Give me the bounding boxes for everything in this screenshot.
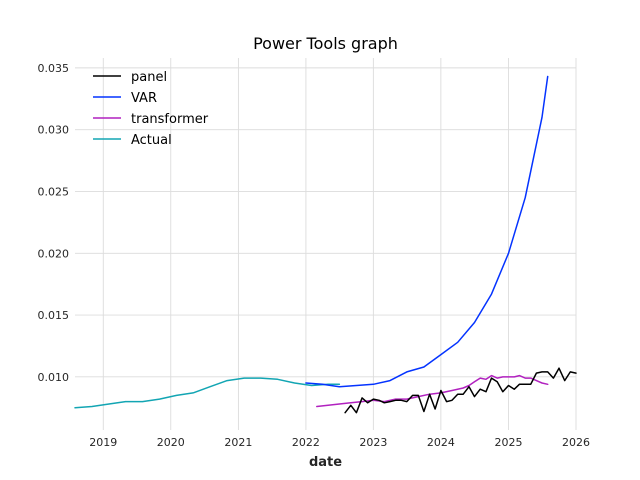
x-axis-label: date [309,455,342,470]
y-tick-label: 0.010 [38,371,70,384]
y-tick-label: 0.025 [38,185,70,198]
x-tick-label: 2022 [292,436,320,449]
y-tick-label: 0.020 [38,247,70,260]
axis-ticks: 2019 2020 2021 2022 2023 2024 2025 2026 0.010 0.0… [38,62,591,449]
legend: panel VAR transformer Actual [93,70,209,148]
series-line-var [305,75,549,388]
chart-title: Power Tools graph [253,34,398,53]
x-tick-label: 2023 [359,436,387,449]
x-tick-label: 2024 [427,436,455,449]
legend-label-panel: panel [131,70,167,85]
x-tick-label: 2026 [562,436,590,449]
legend-label-var: VAR [131,91,157,106]
y-tick-label: 0.030 [38,124,70,137]
x-tick-label: 2025 [495,436,523,449]
legend-label-transformer: transformer [131,112,209,127]
y-tick-label: 0.035 [38,62,70,75]
legend-label-actual: Actual [131,133,172,148]
series-line-panel [344,367,577,414]
plot-area [74,75,577,414]
x-tick-label: 2020 [157,436,185,449]
x-tick-label: 2019 [89,436,117,449]
grid [75,58,577,430]
y-tick-label: 0.015 [38,309,70,322]
x-tick-label: 2021 [224,436,252,449]
series-line-actual [74,377,341,409]
